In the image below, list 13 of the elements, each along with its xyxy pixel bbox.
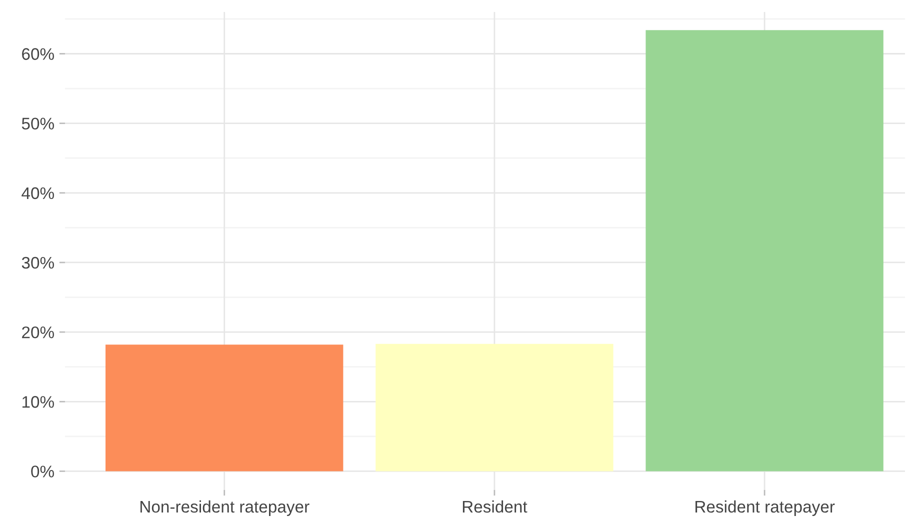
y-tick-label: 60% [22,48,54,60]
y-tick-label: 20% [22,326,54,338]
x-tick-label: Resident [462,500,528,513]
x-tick-label: Non-resident ratepayer [140,500,310,516]
y-tick-label: 0% [31,466,54,478]
y-tick-label: 40% [22,187,54,200]
y-tick-label: 50% [22,118,54,130]
y-tick-label: 10% [22,396,54,408]
bar [376,344,614,472]
bar [646,30,884,472]
x-tick-label: Resident ratepayer [696,500,835,516]
bar [106,344,344,472]
y-tick-label: 30% [22,256,54,269]
